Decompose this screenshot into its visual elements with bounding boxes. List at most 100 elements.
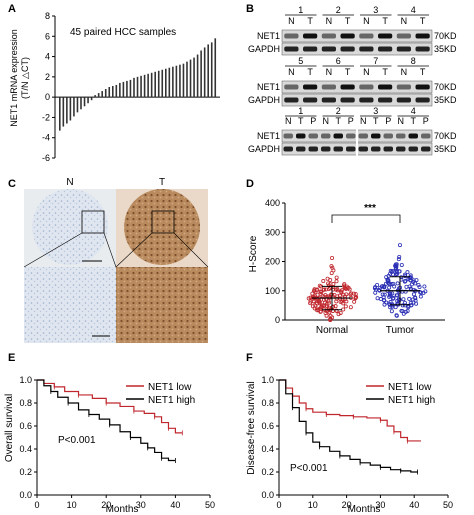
km-xtick-label: 50 [205, 500, 215, 510]
panel-d-point [414, 278, 419, 283]
panel-b-lane-label: N [326, 16, 333, 26]
panel-a-bar [189, 59, 192, 98]
panel-a-bar [161, 69, 164, 98]
panel-d-point [315, 308, 320, 313]
km-xtick-label: 40 [409, 500, 419, 510]
panel-d-ytick-label: 200 [265, 257, 280, 267]
panel-a-bar [119, 82, 121, 98]
panel-e-pvalue: P<0.001 [58, 435, 96, 446]
panel-a-bar [136, 76, 139, 98]
panel-b-gapdh-band [340, 46, 355, 52]
km-xtick-label: 40 [170, 500, 180, 510]
panel-b-gapdh-band [396, 46, 411, 52]
panel-d-point [315, 299, 320, 304]
panel-d-point [315, 292, 320, 297]
km-series-line [279, 379, 421, 442]
panel-d-point [375, 296, 380, 301]
panel-b-size-70kd: 70KD [434, 82, 457, 92]
km-ytick-label: 0.2 [261, 467, 274, 477]
panel-b-net1-band [396, 33, 411, 39]
panel-d-point [413, 281, 418, 286]
panel-b-net1-band [321, 133, 331, 139]
panel-b-gapdh-band [378, 97, 393, 103]
panel-d-point [373, 290, 378, 295]
panel-b-lane-label: T [420, 67, 426, 77]
km-ytick-label: 0.6 [261, 421, 274, 431]
panel-d-category-label: Normal [316, 325, 348, 336]
panel-a-ylabel-line2: (T/N △CT) [20, 57, 30, 99]
panel-b-net1-band [321, 33, 336, 39]
panel-d-point [344, 299, 349, 304]
panel-d-point [397, 269, 402, 274]
panel-c-normal-tissue-core [32, 189, 108, 265]
panel-a-bar [210, 42, 213, 98]
panel-b-lane-label: N [360, 116, 367, 126]
panel-b-lane-label: T [382, 67, 388, 77]
panel-d-point [388, 305, 393, 310]
panel-a-bar [66, 97, 68, 124]
panel-b-lane-label: N [288, 16, 295, 26]
panel-b-lane-label: N [401, 16, 408, 26]
panel-b-net1-band [359, 84, 374, 90]
panel-b-size-70kd: 70KD [434, 131, 457, 141]
panel-b-lane-label: T [298, 116, 304, 126]
panel-a-bar [101, 91, 103, 98]
panel-a-bar [94, 95, 96, 98]
panel-a-bar [207, 44, 209, 98]
panel-a-ytick-label: 4 [45, 52, 50, 62]
km-xtick-label: 30 [375, 500, 385, 510]
panel-b-net1-band [408, 133, 418, 139]
panel-d-point [314, 306, 319, 311]
panel-b-row-label-gapdh: GAPDH [248, 44, 280, 54]
km-series-line [37, 379, 176, 462]
panel-a-bar [133, 77, 135, 98]
panel-d-point [329, 271, 334, 276]
panel-d-point [399, 262, 404, 267]
panel-b-sample-number: 3 [373, 106, 378, 116]
panel-b-gapdh-band [284, 46, 299, 52]
km-ytick-label: 1.0 [261, 375, 274, 385]
panel-d-point [397, 254, 402, 259]
panel-d-point [312, 288, 317, 293]
panel-a-bar [175, 65, 178, 98]
panel-b-sample-number: 5 [298, 56, 303, 66]
panel-c-normal-zoomed-image [24, 267, 116, 343]
panel-b-net1-band [396, 84, 411, 90]
panel-e-xlabel: Months [106, 504, 139, 515]
panel-b-net1-band [284, 84, 299, 90]
panel-d-point [320, 303, 325, 308]
panel-a-bar [69, 97, 72, 121]
panel-c-normal-zoom-line-left [23, 232, 83, 268]
panel-d-point [411, 300, 416, 305]
km-ytick-label: 0.0 [261, 490, 274, 500]
panel-d-point [353, 292, 358, 297]
panel-d-point [317, 299, 322, 304]
panel-d-point [397, 296, 402, 301]
panel-d-point [403, 289, 408, 294]
panel-b-net1-band [308, 133, 318, 139]
panel-d-point [347, 287, 352, 292]
panel-b-membrane-split [356, 129, 358, 156]
km-ytick-label: 0.0 [19, 490, 32, 500]
km-xtick-label: 30 [136, 500, 146, 510]
panel-d-point [406, 305, 411, 310]
panel-a-bar [62, 97, 65, 127]
panel-f-pvalue: P<0.001 [290, 463, 328, 474]
panel-b-gapdh-band [321, 146, 331, 152]
panel-a-bar [200, 50, 202, 98]
panel-b-gapdh-band [408, 146, 418, 152]
panel-d-point [416, 282, 421, 287]
panel-f-km-chart: Disease-free survival Months P<0.001 1.0… [246, 375, 453, 515]
panel-d-point [311, 295, 316, 300]
panel-d-point [417, 285, 422, 290]
panel-b-sample-number: 7 [373, 56, 378, 66]
panel-d-point [329, 292, 334, 297]
panel-a-bar [140, 75, 142, 98]
panel-b-net1-band [359, 33, 374, 39]
panel-a-bar [90, 97, 93, 101]
panel-b-row-label-gapdh: GAPDH [248, 95, 280, 105]
km-ytick-label: 1.0 [19, 375, 32, 385]
panel-d-point [321, 287, 326, 292]
panel-a-bar [147, 73, 149, 98]
panel-b-gapdh-band [340, 97, 355, 103]
